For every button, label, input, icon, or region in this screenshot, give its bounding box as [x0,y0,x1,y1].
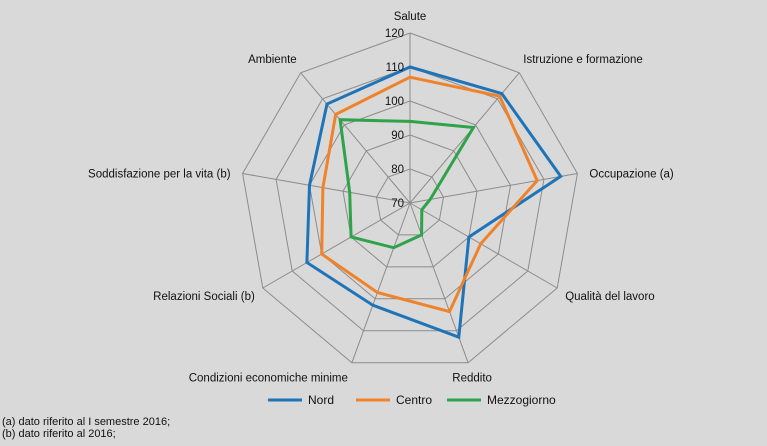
category-label-condizioni-economiche-minime: Condizioni economiche minime [189,373,348,385]
footnote-b: (b) dato riferito al 2016; [2,428,116,440]
tick-label-80: 80 [391,164,404,176]
grid-ring-120 [242,32,578,364]
series-mezzogiorno [338,118,476,250]
spoke-5 [351,202,411,363]
series-nord [305,65,563,340]
category-label-occupazione-a: Occupazione (a) [589,169,674,181]
tick-label-100: 100 [385,96,404,108]
grid-ring-100 [308,100,512,300]
spoke-7 [242,173,411,204]
spoke-3 [409,202,558,289]
radial-tick-labels: 70 80 90 100 110 120 [385,28,404,210]
tick-label-110: 110 [386,62,404,74]
category-label-qualit-del-lavoro: Qualità del lavoro [565,291,655,303]
category-label-reddito: Reddito [452,373,492,385]
category-label-relazioni-sociali-b: Relazioni Sociali (b) [153,291,255,303]
radar-series [305,65,563,340]
spoke-2 [409,173,578,204]
category-labels: Salute Istruzione e formazione Occupazione… [88,11,674,385]
footnotes: (a) dato riferito al I semestre 2016; (b… [2,416,170,440]
radar-grid [242,32,578,364]
tick-label-70: 70 [391,198,404,210]
tick-label-120: 120 [385,28,404,40]
grid-ring-90 [342,134,478,268]
legend-label-centro: Centro [396,393,432,407]
category-label-salute: Salute [394,11,427,23]
legend-item-mezzogiorno: Mezzogiorno [447,393,556,407]
legend-item-nord: Nord [268,393,334,407]
category-label-ambiente: Ambiente [248,54,297,66]
tick-label-90: 90 [391,130,404,142]
grid-ring-110 [275,66,545,332]
category-label-istruzione-e-formazione: Istruzione e formazione [523,54,643,66]
category-label-soddisfazione-per-la-vita-b: Soddisfazione per la vita (b) [88,169,231,181]
spoke-8 [300,72,411,204]
legend-label-nord: Nord [308,393,334,407]
legend-item-centro: Centro [356,393,432,407]
series-centro [320,75,539,314]
footnote-a: (a) dato riferito al I semestre 2016; [2,416,171,428]
spoke-1 [409,72,520,204]
spoke-6 [262,202,411,289]
legend-label-mezzogiorno: Mezzogiorno [487,393,556,407]
legend: Nord Centro Mezzogiorno [268,393,556,407]
